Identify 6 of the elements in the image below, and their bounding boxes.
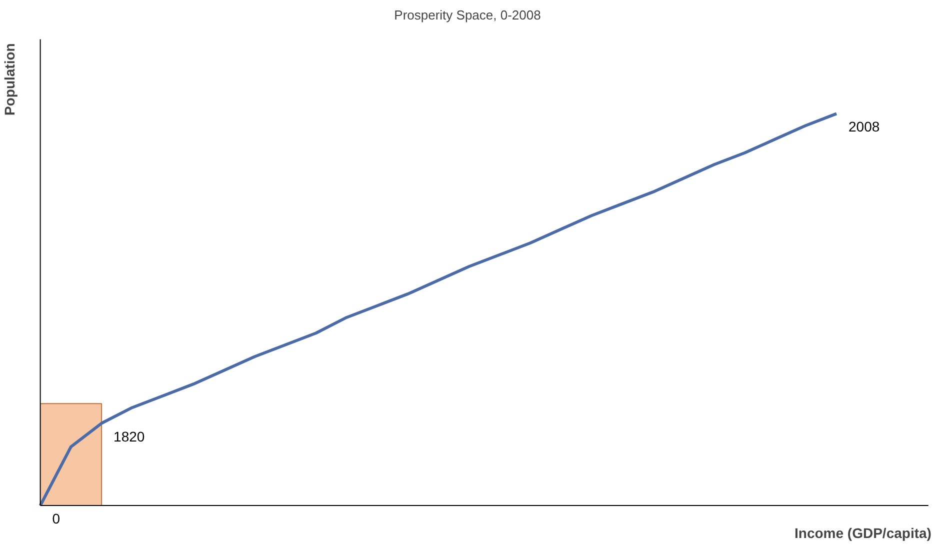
x-axis-title: Income (GDP/capita) <box>794 525 932 542</box>
chart-title: Prosperity Space, 0-2008 <box>394 8 541 22</box>
y-axis-title: Population <box>1 43 18 116</box>
text: 0 <box>52 510 60 527</box>
annotation: 1820 <box>114 428 145 444</box>
annotation: 2008 <box>848 118 880 135</box>
